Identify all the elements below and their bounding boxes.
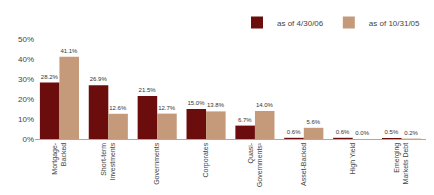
svg-text:26.9%: 26.9%	[90, 76, 108, 82]
svg-text:0.6%: 0.6%	[287, 129, 301, 135]
svg-text:20%: 20%	[18, 95, 34, 104]
svg-text:12.6%: 12.6%	[109, 105, 127, 111]
svg-text:40%: 40%	[18, 55, 34, 64]
svg-text:41.1%: 41.1%	[60, 48, 78, 54]
svg-text:Mortgage-Backed: Mortgage-Backed	[51, 142, 67, 175]
svg-text:Governments: Governments	[153, 142, 160, 185]
svg-text:EmergingMarkets Debt: EmergingMarkets Debt	[393, 143, 409, 185]
svg-text:0.5%: 0.5%	[385, 129, 399, 135]
svg-text:0.6%: 0.6%	[336, 129, 350, 135]
svg-text:13.8%: 13.8%	[207, 102, 225, 108]
svg-text:Quasi-Governments¹: Quasi-Governments¹	[247, 142, 263, 187]
svg-text:Short-termInvestments: Short-termInvestments	[100, 142, 116, 180]
svg-text:as of 4/30/06: as of 4/30/06	[277, 19, 324, 28]
svg-text:12.7%: 12.7%	[158, 105, 176, 111]
svg-text:High Yield: High Yield	[349, 143, 357, 175]
svg-text:Asset-Backed: Asset-Backed	[300, 143, 307, 186]
svg-text:30%: 30%	[18, 75, 34, 84]
svg-text:6.7%: 6.7%	[238, 117, 252, 123]
svg-text:10%: 10%	[18, 115, 34, 124]
svg-text:28.2%: 28.2%	[41, 74, 59, 80]
svg-text:14.0%: 14.0%	[256, 102, 274, 108]
svg-text:Corporates: Corporates	[202, 142, 210, 177]
svg-text:50%: 50%	[18, 35, 34, 44]
svg-text:0.0%: 0.0%	[355, 130, 369, 136]
svg-text:as of 10/31/05: as of 10/31/05	[369, 19, 420, 28]
svg-text:21.5%: 21.5%	[139, 87, 157, 93]
svg-text:15.0%: 15.0%	[187, 100, 205, 106]
svg-text:5.6%: 5.6%	[306, 119, 320, 125]
svg-text:0%: 0%	[22, 135, 34, 144]
svg-text:0.2%: 0.2%	[404, 130, 418, 136]
